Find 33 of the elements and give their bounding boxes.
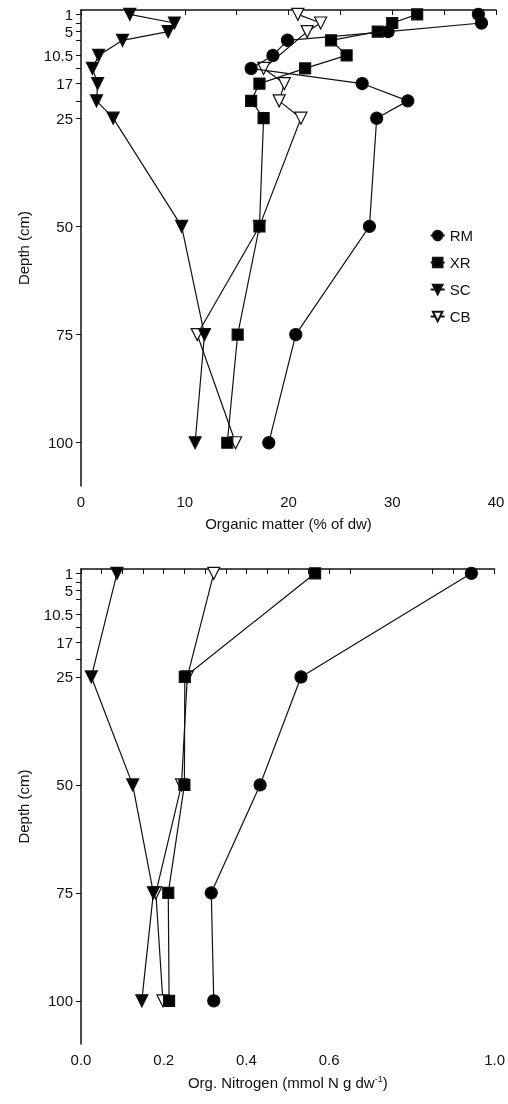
x-tick-label: 30 <box>383 493 401 510</box>
legend-label: SC <box>449 281 471 298</box>
y-tick-label: 100 <box>47 992 73 1010</box>
legend-label: RM <box>449 227 473 244</box>
y-tick-label: 100 <box>47 434 73 452</box>
y-tick-label: 1 <box>64 5 73 23</box>
x-tick-label: 1.0 <box>484 1051 505 1068</box>
x-tick-label: 0.6 <box>318 1051 340 1068</box>
legend-label: CB <box>449 308 471 325</box>
x-tick-label: 40 <box>487 493 505 510</box>
y-tick-label: 50 <box>56 776 73 794</box>
y-tick-label: 17 <box>56 75 73 93</box>
y-tick-label: 10.5 <box>43 605 73 623</box>
x-tick-label: 0 <box>76 493 86 510</box>
y-tick-label: 75 <box>56 884 73 902</box>
y-tick-label: 10.5 <box>43 46 73 64</box>
y-tick-label: 5 <box>64 582 73 600</box>
y-tick-label: 17 <box>56 633 73 651</box>
y-tick-label: 75 <box>56 326 73 344</box>
x-axis-title: Organic matter (% of dw) <box>205 515 372 532</box>
x-tick-label: 20 <box>280 493 297 510</box>
y-tick-label: 25 <box>56 668 73 686</box>
y-tick-label: 1 <box>64 564 73 582</box>
y-axis-title: Depth (cm) <box>15 210 32 286</box>
x-tick-label: 0.0 <box>70 1051 92 1068</box>
y-tick-label: 25 <box>56 109 73 127</box>
legend-label: XR <box>449 254 471 271</box>
y-tick-label: 5 <box>64 23 73 41</box>
y-axis-title: Depth (cm) <box>15 769 32 844</box>
y-tick-label: 50 <box>56 217 73 235</box>
x-tick-label: 0.4 <box>236 1051 257 1068</box>
x-tick-label: 0.2 <box>153 1051 175 1068</box>
x-tick-label: 10 <box>176 493 194 510</box>
